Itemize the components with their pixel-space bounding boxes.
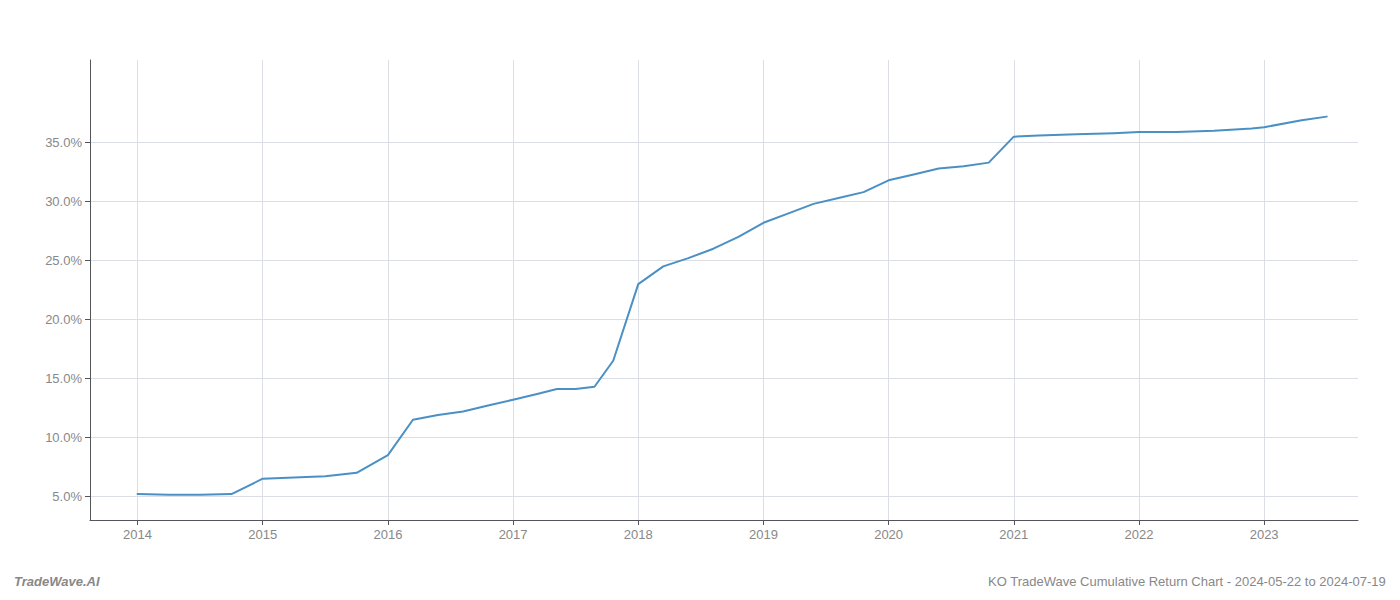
svg-text:25.0%: 25.0% <box>45 253 82 268</box>
svg-text:2014: 2014 <box>123 527 152 542</box>
svg-text:TradeWave.AI: TradeWave.AI <box>14 574 100 589</box>
svg-text:2018: 2018 <box>624 527 653 542</box>
svg-text:20.0%: 20.0% <box>45 312 82 327</box>
svg-text:2022: 2022 <box>1124 527 1153 542</box>
svg-text:5.0%: 5.0% <box>52 489 82 504</box>
svg-text:2015: 2015 <box>248 527 277 542</box>
svg-text:2021: 2021 <box>999 527 1028 542</box>
svg-text:2019: 2019 <box>749 527 778 542</box>
svg-text:2016: 2016 <box>373 527 402 542</box>
svg-text:2017: 2017 <box>499 527 528 542</box>
svg-text:2023: 2023 <box>1250 527 1279 542</box>
svg-text:KO TradeWave Cumulative Return: KO TradeWave Cumulative Return Chart - 2… <box>988 574 1386 589</box>
svg-text:10.0%: 10.0% <box>45 430 82 445</box>
svg-text:15.0%: 15.0% <box>45 371 82 386</box>
svg-text:2020: 2020 <box>874 527 903 542</box>
svg-text:30.0%: 30.0% <box>45 194 82 209</box>
svg-text:35.0%: 35.0% <box>45 135 82 150</box>
